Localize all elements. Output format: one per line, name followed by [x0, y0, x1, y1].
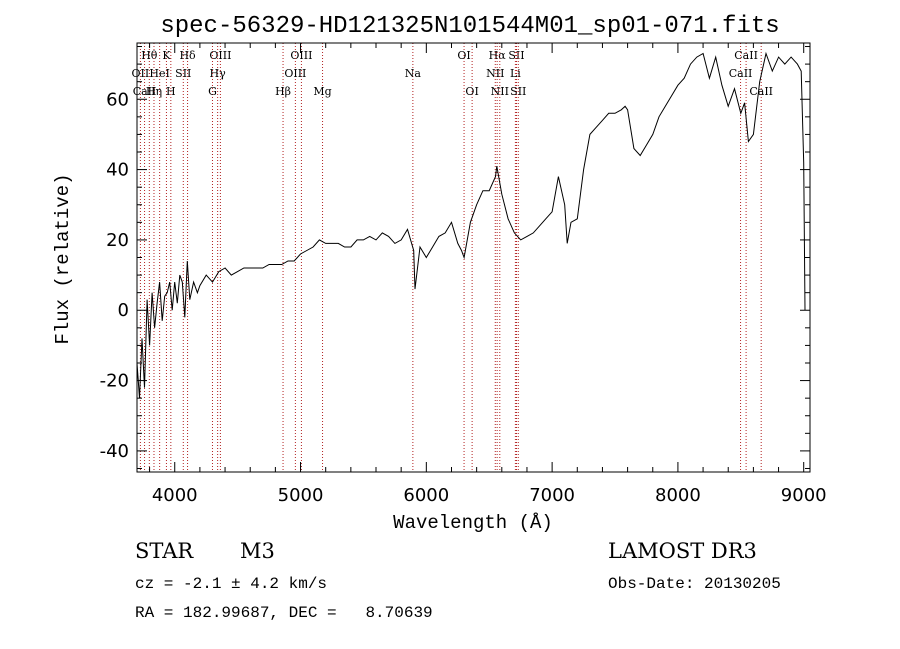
y-tick-label: -20 — [100, 371, 129, 392]
spectral-line-label: H — [166, 85, 176, 98]
spectral-line-label: Hθ — [141, 49, 158, 62]
object-class: STAR — [135, 539, 194, 563]
redshift-text: cz = -2.1 ± 4.2 km/s — [135, 575, 328, 593]
y-axis-label: Flux (relative) — [52, 173, 74, 344]
x-axis: 4000 5000 6000 7000 8000 9000 — [149, 43, 827, 506]
spectral-line-label: Hα — [489, 49, 507, 62]
x-tick-label: 8000 — [655, 485, 701, 506]
spectral-line-label: Hγ — [210, 67, 227, 80]
spectral-line-label: CaII — [729, 67, 753, 80]
x-tick-label: 6000 — [403, 485, 449, 506]
spectral-line-label: Hη — [146, 85, 162, 98]
x-tick-label: 7000 — [529, 485, 575, 506]
x-tick-label: 4000 — [152, 485, 198, 506]
spectral-line-label: CaII — [133, 85, 157, 98]
spectral-line-label: SII — [175, 67, 191, 80]
spectral-line-label: SII — [510, 85, 526, 98]
spectrum-line — [136, 51, 806, 399]
spectral-line-label: K — [162, 49, 171, 62]
spectral-line-label: OII — [132, 67, 150, 80]
y-tick-label: -40 — [100, 441, 129, 462]
spectral-line-label: Mg — [313, 85, 331, 98]
spectral-line-label: SII — [508, 49, 524, 62]
survey-name: LAMOST DR3 — [608, 539, 757, 563]
plot-frame — [136, 42, 811, 473]
spectral-line-label: Na — [405, 67, 422, 80]
spectral-line-label: CaII — [749, 85, 773, 98]
y-tick-label: 0 — [118, 300, 129, 321]
spectral-line-label: Hδ — [179, 49, 196, 62]
spectral-line-label: NII — [486, 67, 504, 80]
x-tick-label: 5000 — [278, 485, 324, 506]
coordinates: RA = 182.99687, DEC = 8.70639 — [135, 604, 433, 622]
spectral-line-label: OIII — [209, 49, 231, 62]
spectral-line-label: OI — [465, 85, 478, 98]
chart-title: spec-56329-HD121325N101544M01_sp01-071.f… — [160, 13, 779, 40]
obs-date: Obs-Date: 20130205 — [608, 575, 781, 593]
spectral-line-label: OI — [457, 49, 470, 62]
spectral-line-label: Hβ — [275, 85, 291, 98]
spectrum-series — [136, 51, 806, 399]
spectral-line-label: OIII — [284, 67, 306, 80]
spectral-line-label: G — [208, 85, 217, 98]
spectral-line-label: HeI — [149, 67, 169, 80]
spectral-line-label: Li — [510, 67, 521, 80]
x-axis-label: Wavelength (Å) — [393, 512, 553, 534]
y-tick-label: 20 — [106, 230, 129, 251]
spectral-line-label: OIII — [290, 49, 312, 62]
y-tick-label: 40 — [106, 160, 129, 181]
y-tick-label: 60 — [106, 89, 129, 110]
spectral-line-label: CaII — [734, 49, 758, 62]
spectral-line-label: NII — [491, 85, 509, 98]
y-axis: -40 -20 0 20 40 60 — [100, 46, 810, 469]
x-tick-label: 9000 — [781, 485, 827, 506]
object-subclass: M3 — [240, 539, 275, 563]
